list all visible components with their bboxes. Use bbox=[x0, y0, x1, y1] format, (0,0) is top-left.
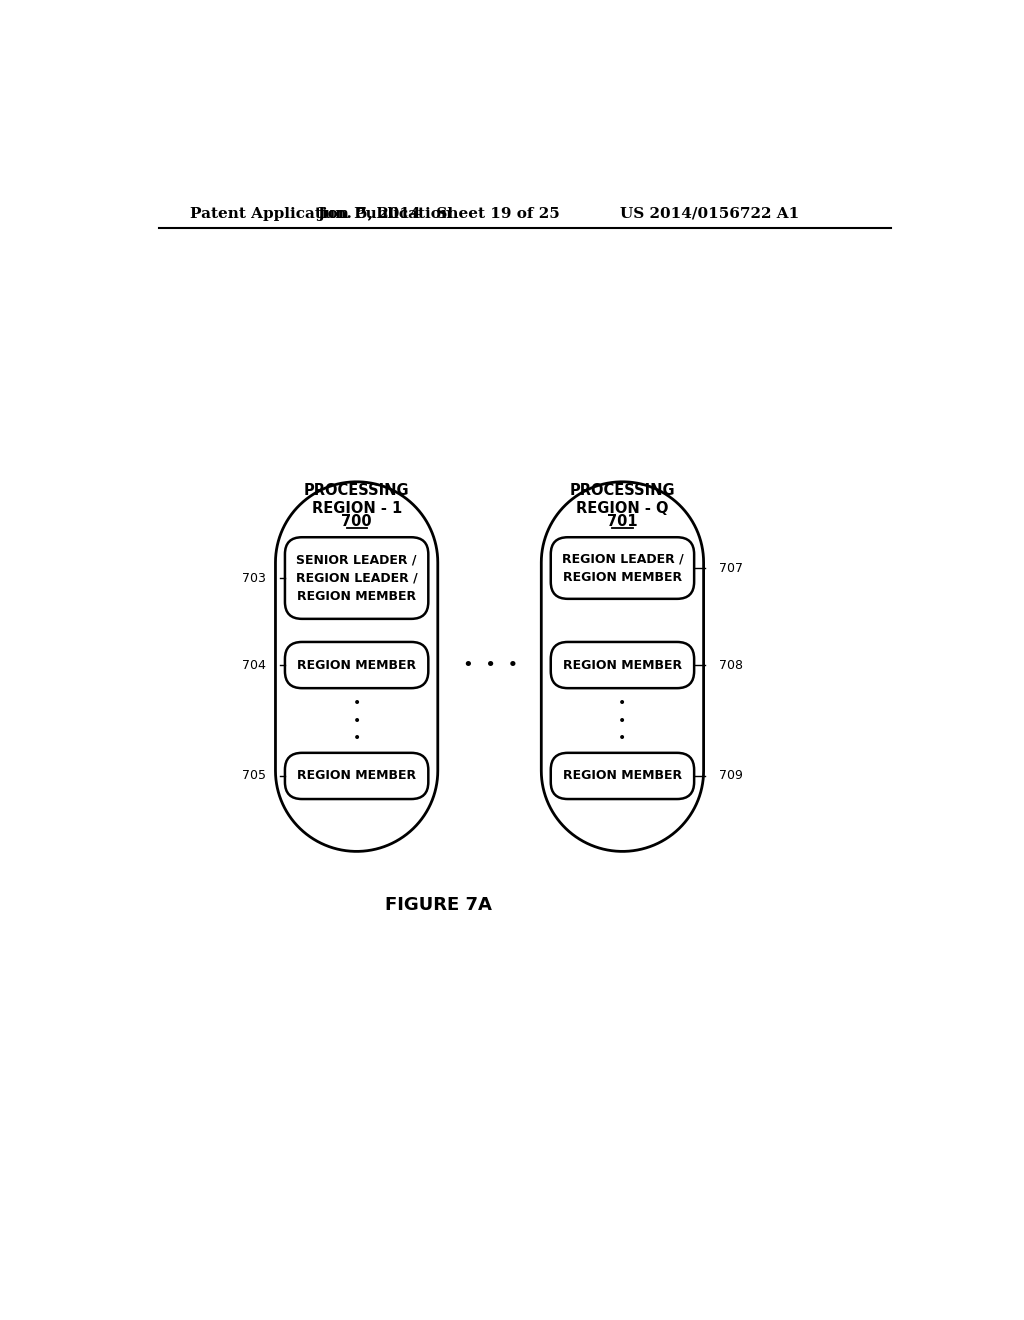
Text: REGION MEMBER: REGION MEMBER bbox=[297, 659, 416, 672]
Text: Jun. 5, 2014   Sheet 19 of 25: Jun. 5, 2014 Sheet 19 of 25 bbox=[316, 207, 559, 220]
Text: REGION LEADER /
REGION MEMBER: REGION LEADER / REGION MEMBER bbox=[561, 553, 683, 583]
FancyBboxPatch shape bbox=[551, 752, 694, 799]
Text: 701: 701 bbox=[607, 515, 638, 529]
Text: 704: 704 bbox=[242, 659, 266, 672]
FancyBboxPatch shape bbox=[285, 642, 428, 688]
FancyBboxPatch shape bbox=[285, 537, 428, 619]
Text: 709: 709 bbox=[719, 770, 742, 783]
Text: Patent Application Publication: Patent Application Publication bbox=[190, 207, 452, 220]
Text: •  •  •: • • • bbox=[463, 656, 518, 675]
Text: •
•
•: • • • bbox=[618, 696, 627, 744]
Text: •
•
•: • • • bbox=[352, 696, 360, 744]
Polygon shape bbox=[542, 482, 703, 851]
Text: PROCESSING
REGION - 1: PROCESSING REGION - 1 bbox=[304, 483, 410, 516]
Text: 700: 700 bbox=[341, 515, 372, 529]
Text: 705: 705 bbox=[242, 770, 266, 783]
FancyBboxPatch shape bbox=[285, 752, 428, 799]
Polygon shape bbox=[275, 482, 438, 851]
FancyBboxPatch shape bbox=[551, 642, 694, 688]
FancyBboxPatch shape bbox=[551, 537, 694, 599]
Text: FIGURE 7A: FIGURE 7A bbox=[385, 896, 492, 915]
Text: US 2014/0156722 A1: US 2014/0156722 A1 bbox=[620, 207, 799, 220]
Text: SENIOR LEADER /
REGION LEADER /
REGION MEMBER: SENIOR LEADER / REGION LEADER / REGION M… bbox=[296, 553, 418, 602]
Text: 703: 703 bbox=[242, 572, 266, 585]
Text: REGION MEMBER: REGION MEMBER bbox=[297, 770, 416, 783]
Text: PROCESSING
REGION - Q: PROCESSING REGION - Q bbox=[569, 483, 675, 516]
Text: REGION MEMBER: REGION MEMBER bbox=[563, 659, 682, 672]
Text: REGION MEMBER: REGION MEMBER bbox=[563, 770, 682, 783]
Text: 708: 708 bbox=[719, 659, 742, 672]
Text: 707: 707 bbox=[719, 561, 742, 574]
